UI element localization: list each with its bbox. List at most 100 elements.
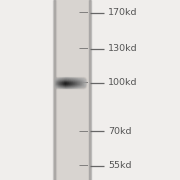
Bar [77, 79, 78, 80]
Bar [82, 79, 83, 80]
Bar [60, 87, 61, 88]
Bar [54, 0, 55, 180]
Bar [60, 83, 61, 84]
Bar [77, 83, 78, 84]
Bar [83, 77, 84, 78]
Bar [70, 82, 71, 83]
Bar [62, 82, 63, 83]
Bar [75, 79, 76, 80]
Bar [72, 77, 73, 78]
Bar [84, 85, 85, 86]
Bar [84, 86, 85, 87]
Bar [72, 80, 73, 81]
Bar [61, 82, 62, 83]
Bar [85, 81, 86, 82]
Bar [58, 79, 59, 80]
Bar [74, 81, 75, 82]
Bar [59, 81, 60, 82]
Bar [74, 82, 75, 83]
Bar [74, 79, 75, 80]
Bar [60, 82, 61, 83]
Bar [62, 80, 63, 81]
Bar [82, 82, 83, 83]
Bar [77, 87, 78, 88]
Bar [66, 87, 67, 88]
Bar [55, 84, 56, 85]
Bar [70, 81, 71, 82]
Bar [77, 82, 78, 83]
Bar [76, 80, 77, 81]
Bar [63, 77, 64, 78]
Bar [75, 84, 76, 85]
Bar [58, 84, 59, 85]
Bar [70, 79, 71, 80]
Bar [89, 0, 90, 180]
Bar [67, 79, 68, 80]
Bar [55, 86, 56, 87]
Bar [57, 77, 58, 78]
Bar [68, 80, 69, 81]
Bar [81, 79, 82, 80]
Bar [59, 87, 60, 88]
Bar [68, 85, 69, 86]
Bar [69, 82, 70, 83]
Bar [74, 84, 75, 85]
Bar [74, 78, 75, 79]
Bar [78, 79, 79, 80]
Bar [84, 80, 85, 81]
Bar [74, 80, 75, 81]
Bar [73, 83, 74, 84]
Bar [63, 81, 64, 82]
Bar [65, 87, 66, 88]
Bar [75, 85, 76, 86]
Bar [77, 82, 78, 83]
Bar [65, 78, 66, 79]
Bar [70, 87, 71, 88]
Bar [61, 84, 62, 85]
Bar [65, 83, 66, 84]
Bar [68, 77, 69, 78]
Bar [69, 81, 70, 82]
Bar [77, 79, 78, 80]
Bar [60, 85, 61, 86]
Bar [84, 81, 85, 82]
Bar [79, 81, 80, 82]
Bar [68, 81, 69, 82]
Text: —: — [79, 8, 88, 17]
Bar [60, 79, 61, 80]
Bar [59, 83, 60, 84]
Bar [79, 80, 80, 81]
Bar [73, 87, 74, 88]
Bar [73, 85, 74, 86]
Bar [72, 84, 73, 85]
Bar [78, 85, 79, 86]
Bar [77, 83, 78, 84]
Bar [62, 77, 63, 78]
Bar [58, 82, 59, 83]
Text: 130kd: 130kd [108, 44, 138, 53]
Bar [70, 80, 71, 81]
Bar [79, 83, 80, 84]
Bar [72, 86, 73, 87]
Bar [58, 81, 59, 82]
Bar [65, 84, 66, 85]
Bar [66, 85, 67, 86]
Bar [76, 81, 77, 82]
Bar [68, 78, 69, 79]
Bar [61, 80, 62, 81]
Bar [66, 86, 67, 87]
Bar [59, 78, 60, 79]
Bar [75, 86, 76, 87]
Bar [57, 87, 58, 88]
Bar [83, 81, 84, 82]
Bar [63, 84, 64, 85]
Bar [85, 79, 86, 80]
Bar [75, 77, 76, 78]
Bar [67, 83, 68, 84]
Bar [58, 83, 59, 84]
Bar [54, 82, 55, 83]
Bar [80, 81, 81, 82]
Bar [62, 87, 63, 88]
Bar [76, 78, 77, 79]
Bar [74, 86, 75, 87]
